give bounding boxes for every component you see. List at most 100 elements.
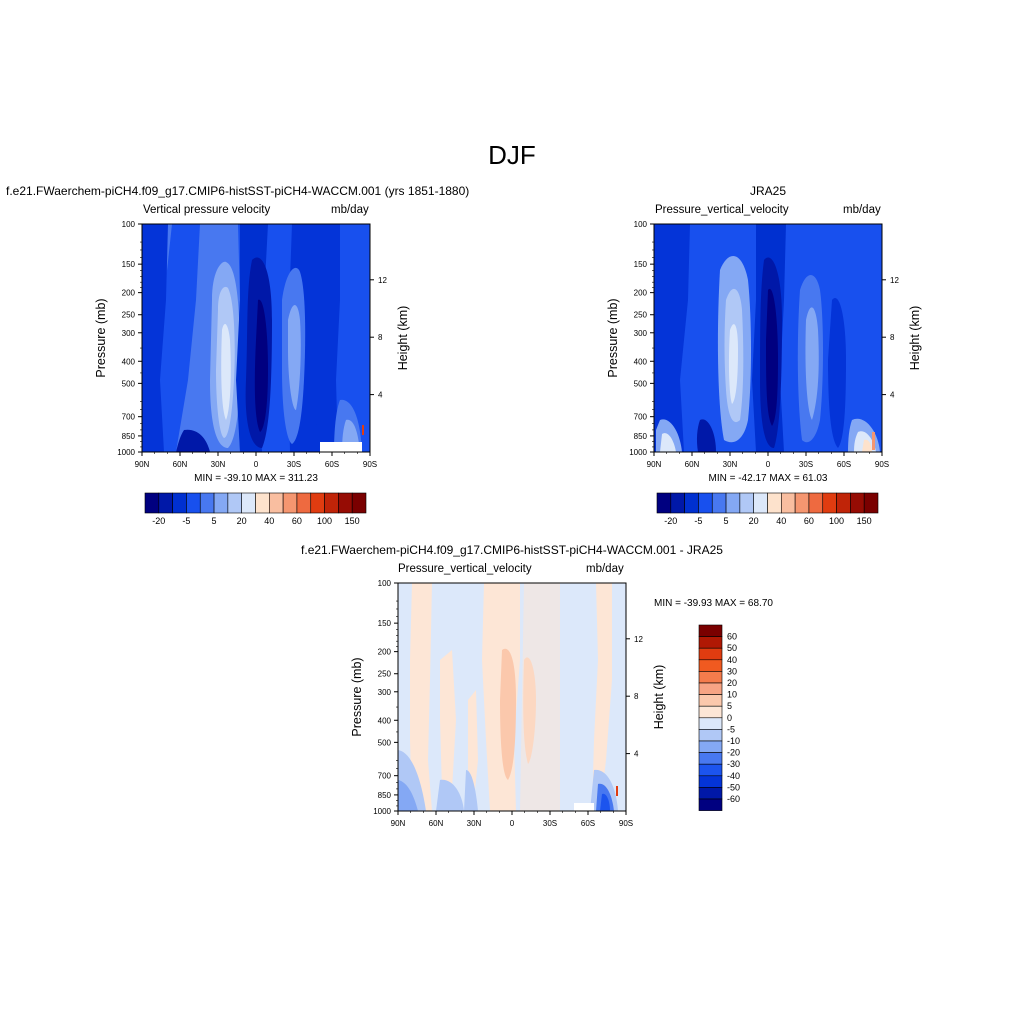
colorbar-label: 40 [776, 516, 786, 526]
y2-tick-label: 12 [634, 635, 643, 644]
colorbar-label: 5 [212, 516, 217, 526]
y2-tick-label: 12 [890, 276, 899, 285]
y-tick-label: 100 [634, 220, 648, 229]
colorbar-swatch [255, 492, 270, 514]
panel3-left-string: Pressure_vertical_velocity [398, 563, 532, 575]
colorbar-label: -40 [727, 771, 740, 781]
colorbar-label: 40 [727, 655, 737, 665]
y2-tick-label: 4 [378, 391, 383, 400]
figure-title: DJF [488, 140, 536, 170]
colorbar-label: -20 [664, 516, 677, 526]
x-tick-label: 60S [837, 460, 851, 469]
colorbar-label: -60 [727, 794, 740, 804]
colorbar-label: 20 [727, 678, 737, 688]
x-tick-label: 0 [766, 460, 771, 469]
y-tick-label: 400 [122, 357, 136, 366]
colorbar-label: 0 [727, 713, 732, 723]
colorbar-label: 10 [727, 690, 737, 700]
panel1-colorbar: -20 -5 5 20 40 60 100 150 [144, 492, 367, 526]
colorbar-swatch [808, 492, 824, 514]
y2-tick-label: 12 [378, 276, 387, 285]
colorbar-label: 150 [345, 516, 360, 526]
colorbar-label: -5 [694, 516, 702, 526]
panel2-title: JRA25 [749, 184, 787, 198]
colorbar-swatch [684, 492, 699, 514]
y2-axis-label: Height (km) [908, 306, 922, 371]
x-tick-label: 60N [173, 460, 188, 469]
x-tick-label: 30S [799, 460, 813, 469]
y2-tick-label: 8 [890, 333, 895, 342]
y-tick-label: 150 [122, 260, 136, 269]
colorbar-swatch [698, 705, 723, 719]
x-tick-label: 60S [325, 460, 339, 469]
colorbar-swatch [698, 659, 723, 672]
y-tick-label: 400 [378, 716, 392, 725]
y-tick-label: 1000 [629, 448, 647, 457]
x-tick-label: 30N [723, 460, 738, 469]
y-tick-label: 700 [634, 413, 648, 422]
colorbar-label: 60 [804, 516, 814, 526]
x-tick-label: 90S [363, 460, 377, 469]
y2-tick-label: 4 [890, 391, 895, 400]
panel1-plot [142, 224, 370, 452]
y-axis-label: Pressure (mb) [94, 298, 108, 377]
panel2-plot [654, 224, 882, 452]
colorbar-swatch [282, 492, 298, 514]
y-tick-label: 200 [634, 289, 648, 298]
colorbar-swatch [698, 787, 723, 800]
colorbar-label: 40 [264, 516, 274, 526]
x-tick-label: 90N [647, 460, 662, 469]
colorbar-label: -5 [182, 516, 190, 526]
panel1-units: mb/day [331, 204, 369, 216]
colorbar-swatch [863, 492, 879, 514]
y-tick-label: 100 [378, 579, 392, 588]
colorbar-swatch [698, 636, 723, 649]
colorbar-swatch [698, 647, 723, 661]
colorbar-swatch [296, 492, 312, 514]
x-tick-label: 30N [467, 819, 482, 828]
colorbar-label: 60 [292, 516, 302, 526]
colorbar-swatch [698, 624, 723, 637]
colorbar-swatch [213, 492, 229, 514]
y-tick-label: 1000 [373, 807, 391, 816]
colorbar-swatch [698, 492, 713, 514]
x-tick-label: 60N [429, 819, 444, 828]
y-tick-label: 300 [378, 688, 392, 697]
colorbar-label: -30 [727, 759, 740, 769]
y2-tick-label: 4 [634, 750, 639, 759]
colorbar-swatch [698, 763, 723, 777]
x-tick-label: 60N [685, 460, 700, 469]
y-tick-label: 100 [122, 220, 136, 229]
colorbar-swatch [711, 492, 727, 514]
colorbar-swatch [698, 717, 723, 730]
colorbar-swatch [698, 729, 723, 742]
y2-axis-label: Height (km) [396, 306, 410, 371]
colorbar-swatch [698, 694, 723, 707]
y-tick-label: 250 [634, 311, 648, 320]
colorbar-swatch [310, 492, 325, 514]
colorbar-swatch [767, 492, 782, 514]
colorbar-label: 60 [727, 632, 737, 642]
x-tick-label: 0 [510, 819, 515, 828]
panel1-left-string: Vertical pressure velocity [143, 204, 271, 216]
panel3-units: mb/day [586, 563, 624, 575]
y-tick-label: 1000 [117, 448, 135, 457]
y-tick-label: 850 [122, 432, 136, 441]
y-tick-label: 500 [378, 738, 392, 747]
x-tick-label: 30S [543, 819, 557, 828]
colorbar-swatch [158, 492, 173, 514]
y-tick-label: 250 [122, 311, 136, 320]
colorbar-swatch [241, 492, 256, 514]
colorbar-swatch [753, 492, 768, 514]
y-tick-label: 850 [378, 791, 392, 800]
y-tick-label: 150 [378, 619, 392, 628]
colorbar-label: -5 [727, 724, 735, 734]
y-axis-label: Pressure (mb) [350, 657, 364, 736]
panel1-minmax: MIN = -39.10 MAX = 311.23 [194, 473, 318, 484]
colorbar-swatch [698, 752, 723, 765]
colorbars-layer: -20 -5 5 20 40 60 100 150 -20 -5 5 20 40 60 100 1506050… [144, 492, 879, 811]
x-tick-label: 90N [391, 819, 406, 828]
